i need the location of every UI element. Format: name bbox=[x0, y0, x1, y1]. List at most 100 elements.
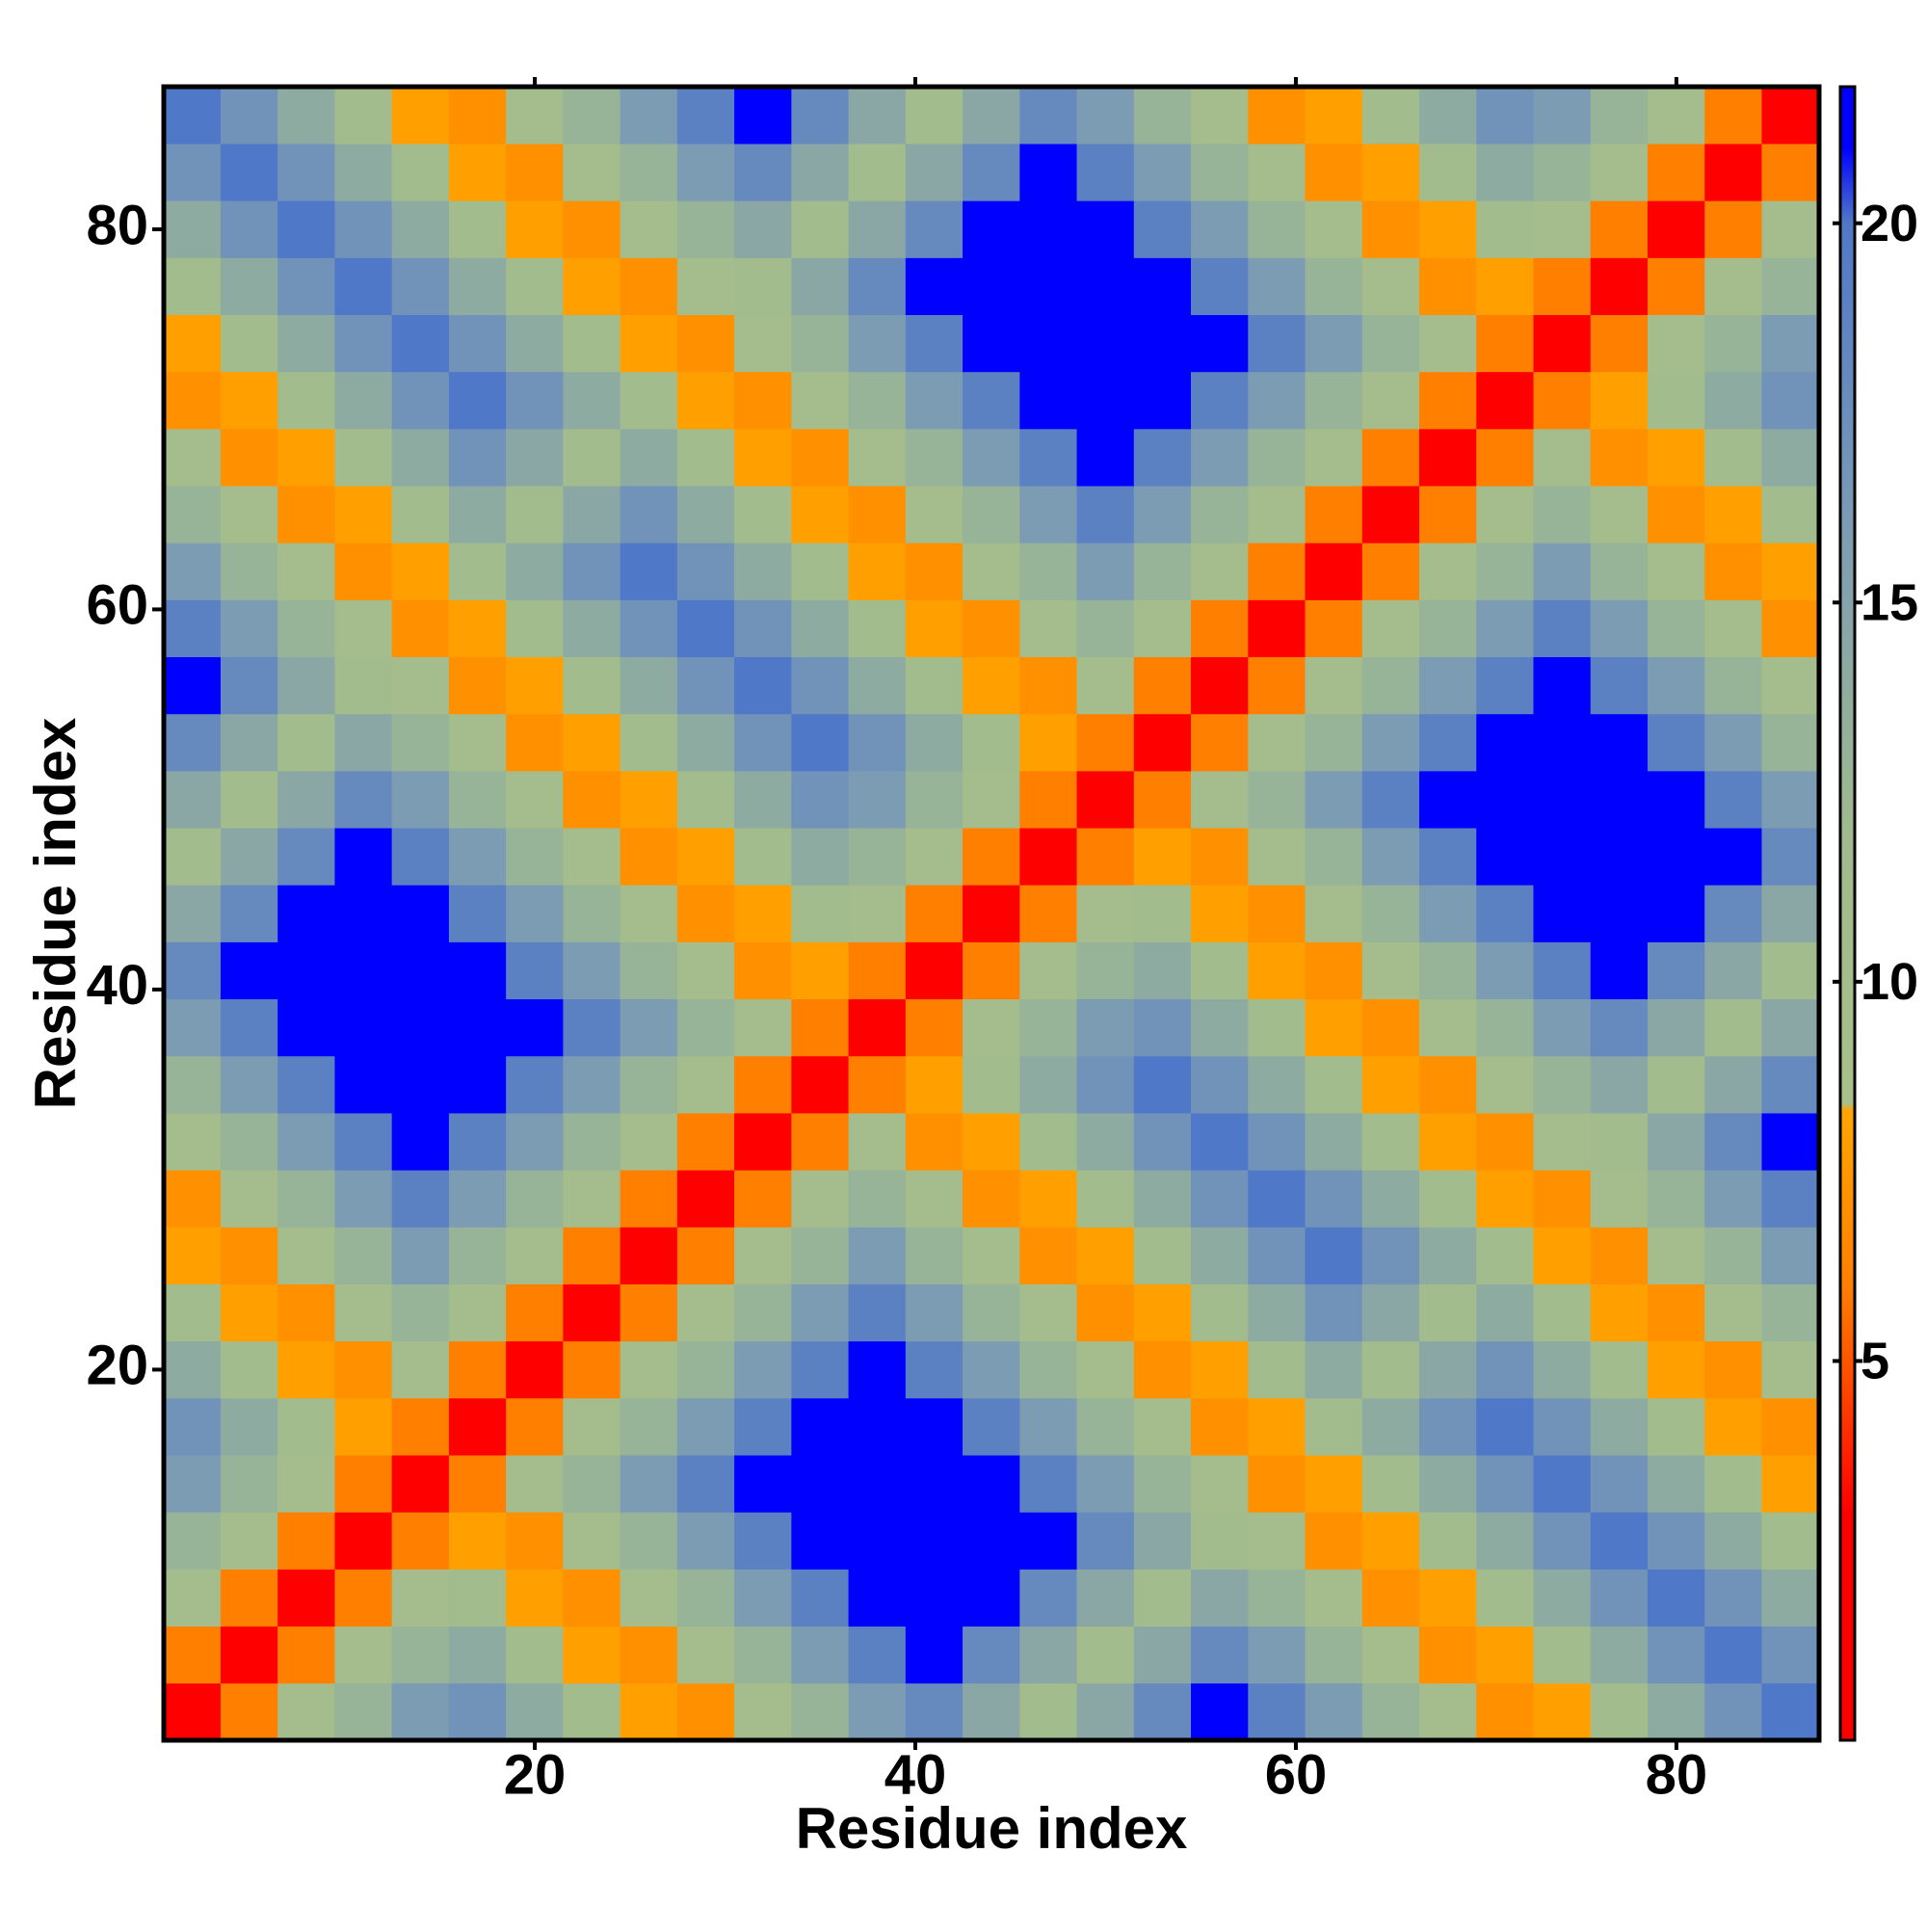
heatmap-cell bbox=[391, 713, 450, 772]
heatmap-cell bbox=[620, 656, 678, 715]
heatmap-cell bbox=[1248, 200, 1307, 258]
heatmap-cell bbox=[1590, 1055, 1649, 1114]
heatmap-cell bbox=[391, 485, 450, 543]
heatmap-cell bbox=[563, 713, 621, 772]
heatmap-cell bbox=[963, 1169, 1020, 1228]
heatmap-cell bbox=[1076, 485, 1135, 543]
heatmap-cell bbox=[1590, 200, 1649, 258]
heatmap-cell bbox=[1076, 1112, 1135, 1171]
heatmap-cell bbox=[1476, 1055, 1535, 1114]
colorbar-tick-label: 5 bbox=[1861, 1333, 1889, 1390]
heatmap-cell bbox=[1476, 428, 1535, 487]
heatmap-cell bbox=[1533, 885, 1592, 942]
heatmap-cell bbox=[676, 599, 735, 658]
heatmap-cell bbox=[220, 485, 278, 543]
heatmap-cell bbox=[1590, 1227, 1649, 1284]
heatmap-cell bbox=[391, 1682, 450, 1741]
heatmap-cell bbox=[1704, 656, 1763, 715]
heatmap-cell bbox=[620, 1397, 678, 1456]
heatmap-cell bbox=[1019, 656, 1078, 715]
heatmap-cell bbox=[1361, 314, 1420, 373]
heatmap-cell bbox=[905, 599, 964, 658]
heatmap-cell bbox=[1019, 371, 1078, 430]
heatmap-cell bbox=[1133, 257, 1192, 315]
heatmap-cell bbox=[1704, 1569, 1763, 1627]
heatmap-cell bbox=[1419, 86, 1477, 145]
heatmap-cell bbox=[963, 1626, 1020, 1684]
heatmap-cell bbox=[1361, 1340, 1420, 1399]
heatmap-cell bbox=[506, 1227, 564, 1284]
heatmap-cell bbox=[1191, 200, 1249, 258]
heatmap-cell bbox=[620, 1340, 678, 1399]
heatmap-cell bbox=[1476, 1512, 1535, 1570]
heatmap-cell bbox=[1133, 941, 1192, 1000]
heatmap-cell bbox=[277, 257, 336, 315]
heatmap-cell bbox=[1590, 485, 1649, 543]
heatmap-cell bbox=[963, 1284, 1020, 1342]
heatmap-cell bbox=[676, 1626, 735, 1684]
heatmap-cell bbox=[1191, 86, 1249, 145]
heatmap-cell bbox=[448, 1340, 507, 1399]
heatmap-cell bbox=[1248, 656, 1307, 715]
heatmap-cell bbox=[734, 485, 792, 543]
heatmap-cell bbox=[734, 827, 792, 886]
heatmap-cell bbox=[1761, 1569, 1820, 1627]
heatmap-cell bbox=[848, 770, 907, 829]
heatmap-cell bbox=[334, 1569, 393, 1627]
heatmap-cell bbox=[1533, 827, 1592, 886]
heatmap-cell bbox=[277, 86, 336, 145]
heatmap-cell bbox=[1761, 143, 1820, 201]
heatmap-cell bbox=[563, 1227, 621, 1284]
heatmap-cell bbox=[1419, 1169, 1477, 1228]
heatmap-cell bbox=[391, 656, 450, 715]
heatmap-cell bbox=[563, 143, 621, 201]
heatmap-cell bbox=[334, 485, 393, 543]
heatmap-cell bbox=[1019, 200, 1078, 258]
heatmap-cell bbox=[334, 428, 393, 487]
heatmap-cell bbox=[563, 885, 621, 942]
heatmap-cell bbox=[676, 428, 735, 487]
heatmap-cell bbox=[1019, 314, 1078, 373]
heatmap-cell bbox=[1647, 885, 1705, 942]
heatmap-cell bbox=[163, 1227, 222, 1284]
heatmap-cell bbox=[1361, 770, 1420, 829]
heatmap-cell bbox=[791, 200, 850, 258]
heatmap-cell bbox=[1419, 1227, 1477, 1284]
heatmap-cell bbox=[1248, 1512, 1307, 1570]
heatmap-cell bbox=[448, 1227, 507, 1284]
heatmap-cell bbox=[791, 1397, 850, 1456]
heatmap-cell bbox=[1133, 770, 1192, 829]
heatmap-cell bbox=[676, 713, 735, 772]
heatmap-cell bbox=[1533, 1169, 1592, 1228]
heatmap-cell bbox=[391, 998, 450, 1057]
heatmap-cell bbox=[1590, 1512, 1649, 1570]
heatmap-cell bbox=[1590, 314, 1649, 373]
heatmap-cell bbox=[163, 1454, 222, 1513]
heatmap-cell bbox=[163, 770, 222, 829]
heatmap-cell bbox=[963, 1340, 1020, 1399]
heatmap-cell bbox=[1590, 599, 1649, 658]
heatmap-cell bbox=[391, 1454, 450, 1513]
x-tick-label: 80 bbox=[1646, 1743, 1708, 1806]
heatmap-cell bbox=[620, 1454, 678, 1513]
heatmap-cell bbox=[277, 314, 336, 373]
heatmap-cell bbox=[1704, 827, 1763, 886]
heatmap-cell bbox=[163, 1626, 222, 1684]
heatmap-cell bbox=[1019, 1340, 1078, 1399]
heatmap-cell bbox=[1076, 827, 1135, 886]
heatmap-cell bbox=[448, 885, 507, 942]
heatmap-cell bbox=[277, 1112, 336, 1171]
heatmap-cell bbox=[391, 1284, 450, 1342]
heatmap-cell bbox=[163, 941, 222, 1000]
heatmap-cell bbox=[1704, 1340, 1763, 1399]
heatmap-cell bbox=[163, 599, 222, 658]
heatmap-cell bbox=[1191, 770, 1249, 829]
heatmap-cell bbox=[676, 371, 735, 430]
heatmap-cell bbox=[1248, 1682, 1307, 1741]
heatmap-cell bbox=[734, 86, 792, 145]
heatmap-cell bbox=[1476, 200, 1535, 258]
heatmap-cell bbox=[277, 1340, 336, 1399]
heatmap-cell bbox=[963, 713, 1020, 772]
heatmap-cell bbox=[448, 1626, 507, 1684]
heatmap-cell bbox=[1133, 1284, 1192, 1342]
